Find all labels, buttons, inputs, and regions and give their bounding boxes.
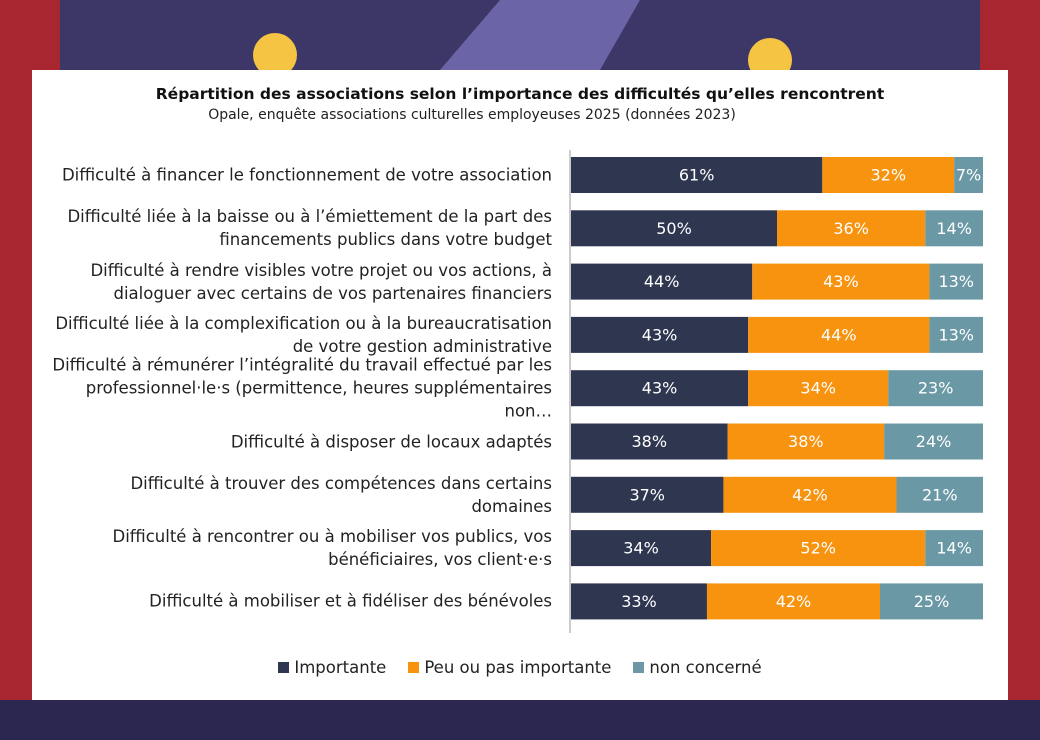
value-label: 14% (936, 539, 972, 558)
value-label: 23% (918, 379, 954, 398)
value-label: 42% (792, 485, 828, 504)
bar-segment (571, 583, 707, 620)
bar-segment (888, 370, 983, 407)
legend-swatch (278, 662, 290, 673)
bar-segment (571, 157, 823, 193)
value-label: 43% (642, 325, 678, 344)
value-label: 24% (916, 432, 952, 451)
value-label: 43% (642, 379, 678, 398)
bar-segment (748, 316, 930, 353)
category-label: Difficulté à rémunérer l’intégralité du … (52, 355, 552, 421)
bar-segment (748, 370, 889, 407)
bar-segment (706, 583, 880, 620)
bar-segment (777, 210, 926, 247)
bar-segment (884, 423, 983, 460)
legend-label: non concerné (649, 658, 762, 677)
category-label: Difficulté liée à la complexification ou… (55, 313, 552, 356)
bar-segment (571, 530, 712, 567)
chart-title: Répartition des associations selon l’imp… (155, 85, 885, 103)
value-label: 43% (823, 272, 859, 291)
value-label: 50% (656, 219, 692, 238)
value-label: 52% (800, 539, 836, 558)
category-label: Difficulté à rencontrer ou à mobiliser v… (112, 527, 552, 570)
value-label: 32% (870, 166, 906, 185)
bar-segment (723, 476, 897, 513)
category-label: Difficulté à disposer de locaux adaptés (230, 432, 552, 451)
bar-segment (929, 316, 983, 353)
value-label: 42% (776, 592, 812, 611)
spotlight (253, 33, 297, 77)
value-label: 38% (631, 432, 667, 451)
category-label: Difficulté à financer le fonctionnement … (61, 165, 552, 185)
bar-segment (929, 263, 983, 300)
bar-segment (880, 583, 983, 620)
category-label: Difficulté à trouver des compétences dan… (130, 473, 552, 516)
legend-label: Peu ou pas importante (424, 658, 612, 677)
value-label: 36% (833, 219, 869, 238)
bar-segment (571, 370, 749, 407)
value-label: 34% (623, 539, 659, 558)
legend-item: non concerné (633, 658, 762, 677)
value-label: 44% (821, 325, 857, 344)
value-label: 34% (800, 379, 836, 398)
bar-segment (896, 476, 983, 513)
value-label: 13% (938, 325, 974, 344)
bar-segment (925, 530, 983, 567)
bar-segment (571, 316, 749, 353)
bar-segment (954, 157, 983, 193)
value-label: 33% (621, 592, 657, 611)
bar-segment (822, 157, 955, 193)
bar-segment (752, 263, 930, 300)
legend-swatch (633, 662, 645, 673)
light-beam (440, 0, 640, 70)
category-label: Difficulté liée à la baisse ou à l’émiet… (67, 207, 552, 250)
legend-item: Importante (278, 658, 386, 677)
value-label: 25% (914, 592, 950, 611)
value-label: 7% (956, 166, 981, 185)
bar-segment (571, 263, 753, 300)
legend-label: Importante (294, 658, 387, 677)
bar-segment (571, 476, 724, 513)
value-label: 21% (922, 485, 958, 504)
value-label: 37% (629, 485, 665, 504)
category-label: Difficulté à mobiliser et à fidéliser de… (149, 591, 552, 611)
legend-swatch (408, 662, 420, 673)
value-label: 14% (936, 219, 972, 238)
floor (0, 700, 1040, 740)
legend-item: Peu ou pas importante (408, 658, 611, 677)
bar-segment (571, 423, 728, 460)
chart-subtitle: Opale, enquête associations culturelles … (208, 107, 736, 123)
value-label: 38% (788, 432, 824, 451)
category-label: Difficulté à rendre visibles votre proje… (90, 260, 552, 303)
bar-segment (925, 210, 983, 247)
value-label: 61% (679, 166, 715, 185)
legend: Importante Peu ou pas importante non conce… (32, 658, 1008, 677)
bar-segment (571, 210, 777, 247)
bar-segment (727, 423, 885, 460)
value-label: 13% (938, 272, 974, 291)
bar-segment (711, 530, 926, 567)
value-label: 44% (644, 272, 680, 291)
